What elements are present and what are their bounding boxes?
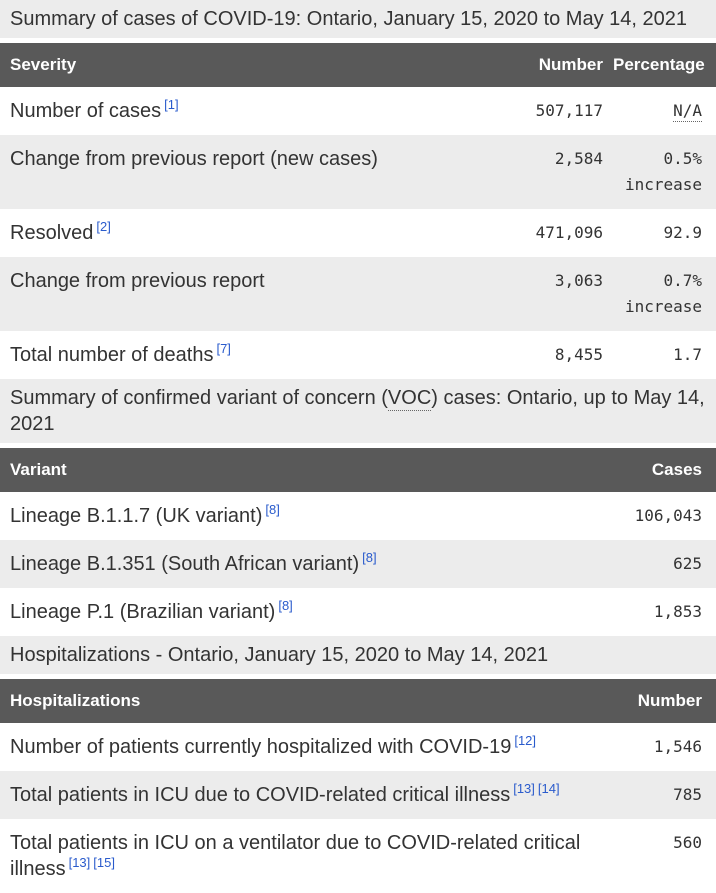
table-row: Lineage B.1.1.7 (UK variant) [8] 106,043	[0, 492, 716, 540]
column-header-severity: Severity	[0, 43, 483, 87]
row-label-cell: Resolved [2]	[0, 209, 483, 257]
table-row: Resolved [2] 471,096 92.9	[0, 209, 716, 257]
hospitalizations-caption: Hospitalizations - Ontario, January 15, …	[0, 636, 716, 674]
footnote-sup: [8]	[265, 502, 279, 517]
row-label-cell: Lineage P.1 (Brazilian variant) [8]	[0, 588, 603, 636]
number-cell: 1,546	[653, 737, 702, 756]
footnote-link[interactable]: [8]	[362, 550, 377, 566]
table-row: Total number of deaths [7] 8,455 1.7	[0, 331, 716, 379]
footnote-sup: [15]	[93, 855, 115, 870]
footnote-sup: [13]	[69, 855, 91, 870]
abbr-voc: VOC	[387, 387, 432, 411]
footnote-link[interactable]: [1]	[164, 97, 179, 113]
number-cell: 785	[603, 771, 716, 819]
voc-summary-caption: Summary of confirmed variant of concern …	[0, 379, 716, 443]
table-row: Number of cases [1] 507,117 N/A	[0, 87, 716, 135]
table-row: Number of patients currently hospitalize…	[0, 723, 716, 771]
row-label-cell: Change from previous report (new cases)	[0, 135, 483, 209]
footnote-sup: [8]	[278, 598, 292, 613]
column-header-percentage: Percentage	[603, 43, 716, 87]
case-summary-table: Severity Number Percentage Number of cases[…	[0, 43, 716, 379]
footnote-link[interactable]: [2]	[96, 219, 111, 235]
percentage-cell: 0.5% increase	[603, 135, 716, 209]
row-label: Number of cases	[10, 100, 162, 122]
footnote-sup: [8]	[362, 550, 376, 565]
footnote-sup: [7]	[216, 341, 230, 356]
number-cell: 2,584	[483, 135, 603, 209]
number-cell: 625	[603, 540, 716, 588]
row-label: Lineage B.1.351 (South African variant)	[10, 553, 360, 575]
row-label: Change from previous report (new cases)	[10, 148, 378, 170]
column-header-number: Number	[483, 43, 603, 87]
footnote-link[interactable]: [12]	[514, 733, 537, 749]
table-row: Lineage B.1.351 (South African variant)[…	[0, 540, 716, 588]
column-header-hospitalizations: Hospitalizations	[0, 679, 603, 723]
number-cell: 8,455	[554, 345, 603, 364]
header-row: Hospitalizations Number	[0, 679, 716, 723]
row-label: Number of patients currently hospitalize…	[10, 736, 512, 758]
row-label-cell: Change from previous report	[0, 257, 483, 331]
caption-text: Summary of confirmed variant of concern …	[10, 387, 388, 409]
row-label: Total number of deaths	[10, 344, 214, 366]
table-row: Change from previous report (new cases) 2…	[0, 135, 716, 209]
footnote-link[interactable]: [15]	[93, 855, 115, 871]
voc-summary-table: Variant Cases Lineage B.1.1.7 (UK variant)…	[0, 448, 716, 636]
percentage-cell: 92.9	[663, 223, 702, 242]
row-label-cell: Total patients in ICU on a ventilator du…	[0, 819, 603, 893]
number-cell: 471,096	[535, 223, 603, 242]
number-cell: 1,853	[653, 602, 702, 621]
row-label-cell: Number of cases [1]	[0, 87, 483, 135]
row-label-cell: Total number of deaths [7]	[0, 331, 483, 379]
footnote-sup: [1]	[164, 97, 178, 112]
table-row: Lineage P.1 (Brazilian variant) [8] 1,853	[0, 588, 716, 636]
number-cell: 560	[673, 833, 702, 852]
footnote-link[interactable]: [7]	[216, 341, 231, 357]
column-header-number: Number	[603, 679, 716, 723]
table-row: Change from previous report 3,063 0.7% inc…	[0, 257, 716, 331]
number-cell: 3,063	[483, 257, 603, 331]
percentage-cell: N/A	[603, 87, 716, 135]
row-label-cell: Lineage B.1.1.7 (UK variant) [8]	[0, 492, 603, 540]
caption-text: Hospitalizations - Ontario, January 15, …	[10, 644, 549, 666]
footnote-link[interactable]: [8]	[278, 598, 293, 614]
row-label-cell: Total patients in ICU due to COVID-relat…	[0, 771, 603, 819]
row-label: Change from previous report	[10, 270, 265, 292]
footnote-link[interactable]: [8]	[265, 502, 280, 518]
caption-text: ) cases: Ontario, up to May 14, 2021	[10, 387, 705, 435]
hospitalizations-table: Hospitalizations Number Number of patients…	[0, 679, 716, 893]
percentage-cell: 1.7	[673, 345, 702, 364]
table-row: Total patients in ICU on a ventilator du…	[0, 819, 716, 893]
footnote-sup: [2]	[96, 219, 110, 234]
footnote-link[interactable]: [13]	[68, 855, 91, 871]
footnote-link[interactable]: [14]	[537, 781, 560, 797]
column-header-variant: Variant	[0, 448, 603, 492]
percentage-cell: 0.7% increase	[603, 257, 716, 331]
footnote-link[interactable]: [13]	[513, 781, 535, 797]
row-label-cell: Number of patients currently hospitalize…	[0, 723, 603, 771]
number-cell: 106,043	[634, 506, 702, 525]
header-row: Variant Cases	[0, 448, 716, 492]
abbr-not-applicable: N/A	[673, 101, 702, 122]
footnote-sup: [12]	[514, 733, 536, 748]
header-row: Severity Number Percentage	[0, 43, 716, 87]
case-summary-caption: Summary of cases of COVID-19: Ontario, J…	[0, 0, 716, 38]
column-header-cases: Cases	[603, 448, 716, 492]
footnote-sup: [14]	[538, 781, 560, 796]
row-label: Lineage B.1.1.7 (UK variant)	[10, 505, 263, 527]
row-label: Resolved	[10, 222, 94, 244]
footnote-sup: [13]	[513, 781, 535, 796]
table-row: Total patients in ICU due to COVID-relat…	[0, 771, 716, 819]
number-cell: 507,117	[535, 101, 603, 120]
row-label: Total patients in ICU due to COVID-relat…	[10, 784, 511, 806]
row-label: Lineage P.1 (Brazilian variant)	[10, 601, 276, 623]
row-label-cell: Lineage B.1.351 (South African variant)[…	[0, 540, 603, 588]
caption-text: Summary of cases of COVID-19: Ontario, J…	[10, 8, 688, 30]
